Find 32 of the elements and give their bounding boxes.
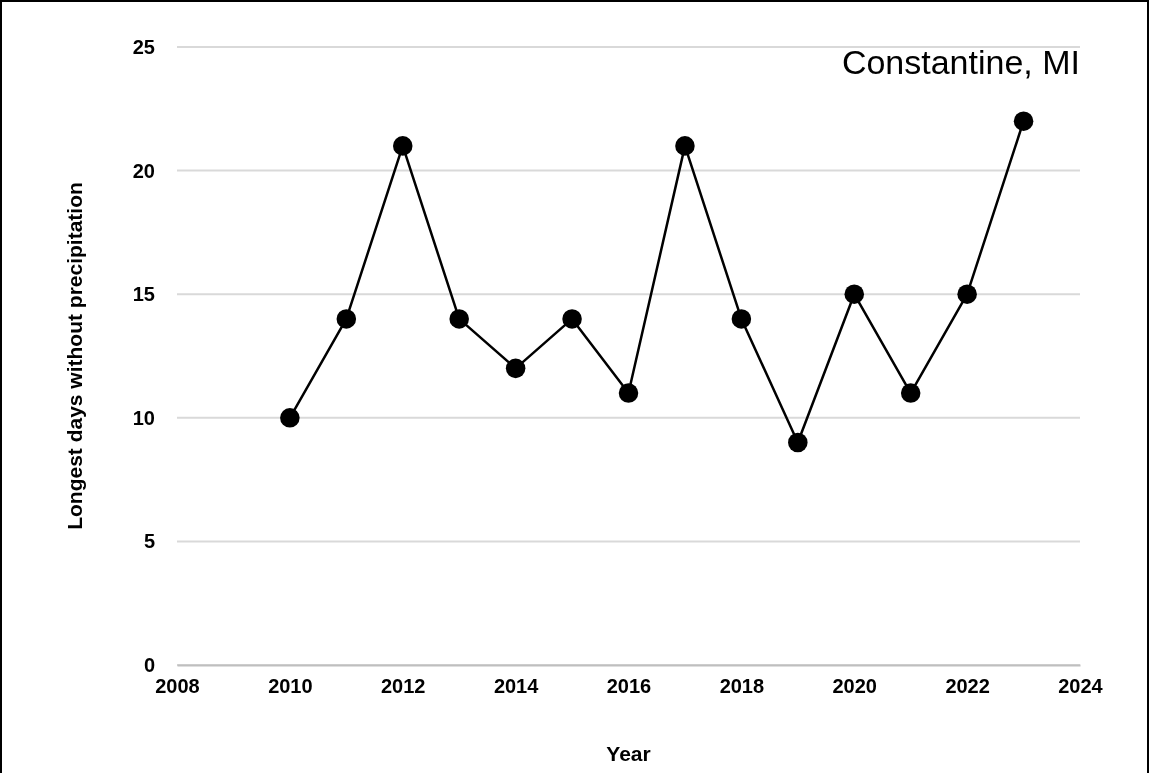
point: [505, 358, 526, 379]
point: [675, 136, 695, 156]
x-tick-label: 2012: [381, 675, 426, 698]
point: [957, 284, 977, 304]
y-tick-label: 0: [143, 653, 155, 676]
point: [618, 383, 639, 403]
x-tick-label: 2024: [1058, 675, 1104, 698]
point: [280, 408, 300, 428]
point: [844, 284, 865, 304]
point: [1013, 111, 1034, 131]
x-axis-title: Year: [606, 742, 651, 765]
point: [449, 309, 469, 329]
y-tick-label: 20: [132, 159, 155, 182]
point: [788, 432, 808, 453]
x-tick-label: 2008: [155, 675, 200, 698]
point: [900, 383, 921, 403]
point: [392, 136, 413, 156]
x-tick-label: 2016: [606, 675, 652, 698]
x-tick-label: 2020: [832, 675, 877, 698]
point: [336, 309, 357, 329]
annotation: Constantine, MI: [841, 43, 1080, 81]
x-tick-label: 2014: [493, 675, 540, 698]
y-tick-label: 15: [132, 283, 155, 306]
x-tick-label: 2022: [945, 675, 990, 698]
y-tick-label: 25: [132, 35, 155, 58]
y-tick-label: 5: [143, 530, 155, 553]
y-axis-title: Longest days without precipitation: [63, 182, 86, 530]
x-tick-label: 2018: [719, 675, 765, 698]
point: [731, 309, 752, 329]
point: [562, 309, 582, 329]
x-tick-label: 2010: [268, 675, 313, 698]
y-tick-label: 10: [132, 406, 155, 429]
